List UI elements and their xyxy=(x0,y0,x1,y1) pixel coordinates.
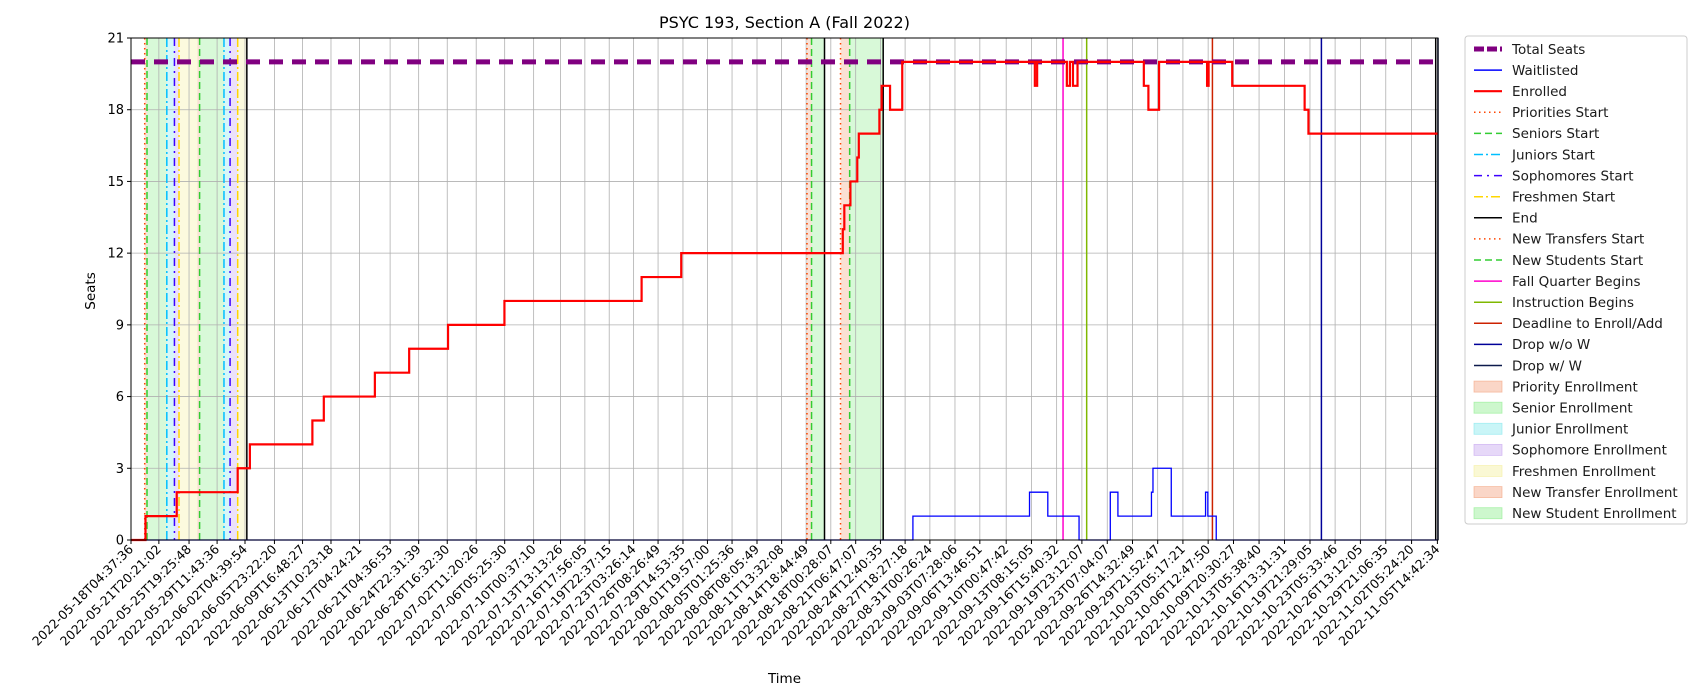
legend-label: New Transfer Enrollment xyxy=(1512,485,1678,501)
shaded-period xyxy=(174,38,180,540)
shaded-period xyxy=(197,38,200,540)
legend-label: Priorities Start xyxy=(1512,105,1608,121)
shaded-period xyxy=(811,38,825,540)
legend-label: End xyxy=(1512,211,1538,227)
legend-label: Total Seats xyxy=(1511,42,1585,58)
enrollment-period-shading xyxy=(144,38,884,540)
legend-label: Seniors Start xyxy=(1512,126,1599,142)
shaded-period xyxy=(199,38,224,540)
legend: Total Seats Waitlisted Enrolled Priorities … xyxy=(1464,35,1688,525)
legend-label: Drop w/o W xyxy=(1512,337,1590,353)
series-line xyxy=(131,467,1438,541)
legend-label: Deadline to Enroll/Add xyxy=(1512,316,1663,332)
legend-swatch xyxy=(1473,443,1503,456)
y-axis-label: Seats xyxy=(83,272,99,309)
legend-swatch xyxy=(1473,422,1503,435)
legend-label: New Student Enrollment xyxy=(1512,506,1677,522)
legend-swatch xyxy=(1473,465,1503,477)
legend-label: Instruction Begins xyxy=(1512,295,1634,311)
shaded-period xyxy=(223,38,231,540)
legend-swatch xyxy=(1473,380,1503,393)
series-line xyxy=(131,60,1438,542)
legend-label: Sophomore Enrollment xyxy=(1512,443,1667,459)
shaded-period xyxy=(230,38,238,540)
y-tick-label: 3 xyxy=(116,462,124,477)
x-axis-label: Time xyxy=(767,671,801,687)
shaded-period xyxy=(840,38,850,540)
legend-swatch xyxy=(1473,507,1503,520)
legend-label: Junior Enrollment xyxy=(1511,422,1628,438)
data-series xyxy=(131,59,1438,542)
shaded-period xyxy=(179,38,198,540)
plot-frame xyxy=(130,37,1439,541)
legend-label: Enrolled xyxy=(1512,84,1567,100)
legend-label: Drop w/ W xyxy=(1512,358,1582,374)
grid-lines xyxy=(130,37,1438,541)
y-tick-label: 18 xyxy=(107,103,124,118)
legend-label: Waitlisted xyxy=(1512,63,1579,79)
x-axis-ticks: 2022-05-18T04:37:362022-05-21T20:21:0220… xyxy=(29,540,1443,649)
shaded-period xyxy=(144,38,148,540)
legend-label: Priority Enrollment xyxy=(1512,379,1638,395)
legend-frame xyxy=(1464,35,1688,525)
y-axis-ticks: 0 3 6 9 12 15 18 21 xyxy=(107,32,131,549)
shaded-period xyxy=(147,38,167,540)
shaded-period xyxy=(849,38,884,540)
shaded-period xyxy=(806,38,812,540)
y-tick-label: 15 xyxy=(107,175,124,190)
legend-swatch xyxy=(1473,486,1503,499)
legend-label: New Transfers Start xyxy=(1512,232,1644,248)
legend-label: New Students Start xyxy=(1512,253,1643,269)
y-tick-label: 0 xyxy=(116,534,124,549)
legend-swatch xyxy=(1473,401,1503,414)
y-tick-label: 6 xyxy=(116,390,124,405)
legend-label: Fall Quarter Begins xyxy=(1512,274,1641,290)
legend-label: Juniors Start xyxy=(1511,147,1595,163)
shaded-period xyxy=(237,38,247,540)
event-marker-lines xyxy=(143,38,1439,540)
y-tick-label: 21 xyxy=(107,32,124,47)
legend-label: Freshmen Start xyxy=(1512,190,1615,206)
legend-label: Sophomores Start xyxy=(1512,168,1634,184)
shaded-period xyxy=(166,38,175,540)
legend-label: Senior Enrollment xyxy=(1512,401,1633,417)
legend-label: Freshmen Enrollment xyxy=(1512,464,1656,480)
y-tick-label: 9 xyxy=(116,318,124,333)
chart-title: PSYC 193, Section A (Fall 2022) xyxy=(659,13,910,32)
y-tick-label: 12 xyxy=(107,247,124,262)
